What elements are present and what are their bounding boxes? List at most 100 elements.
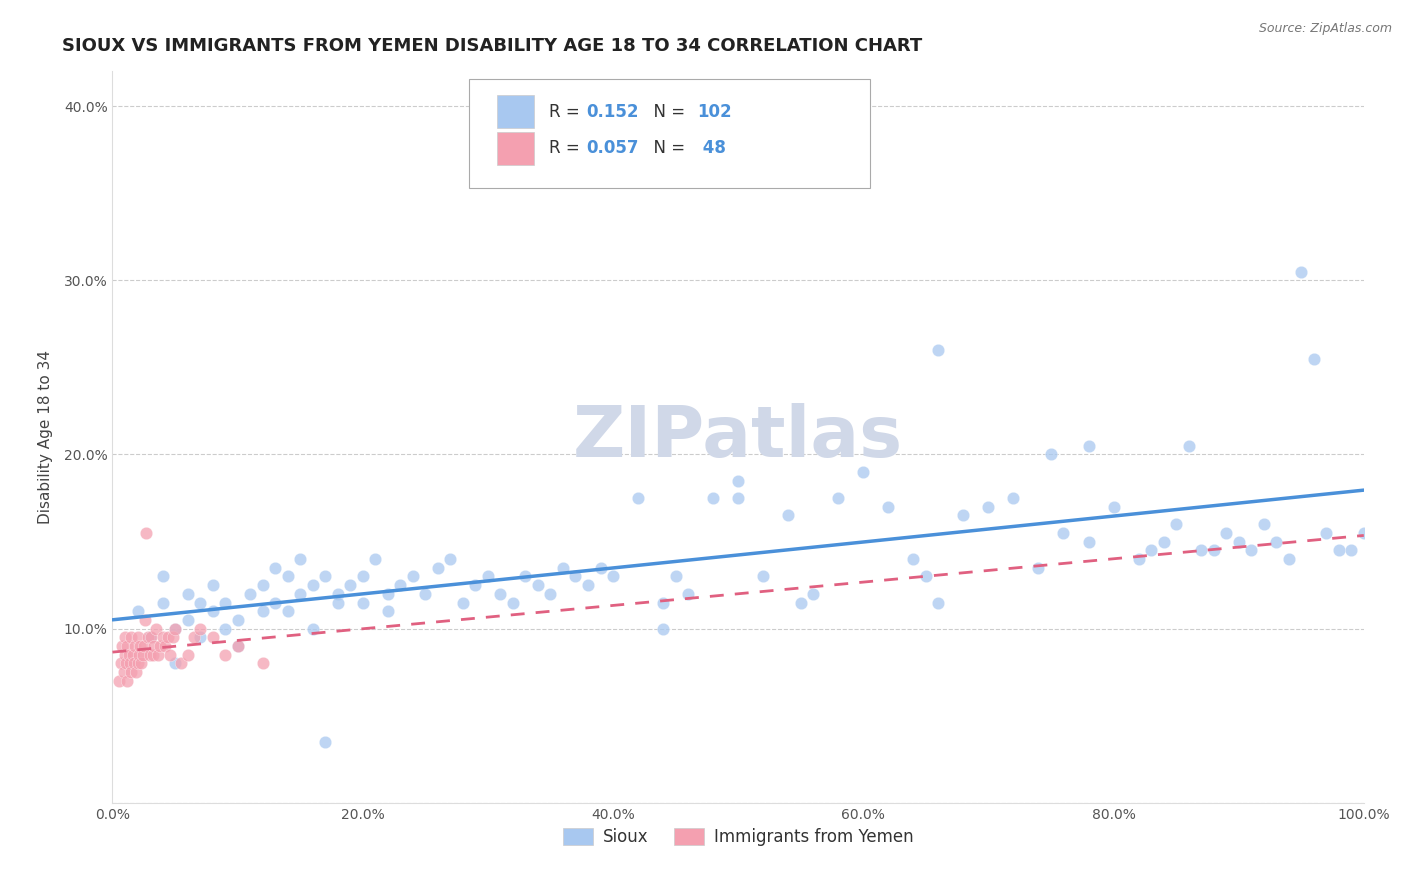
Point xyxy=(226,639,249,653)
Point xyxy=(977,500,1000,514)
Point xyxy=(121,648,143,662)
Point xyxy=(1202,543,1225,558)
Point xyxy=(117,673,139,688)
Text: N =: N = xyxy=(643,103,690,120)
Point xyxy=(163,622,186,636)
Point xyxy=(801,587,824,601)
Point xyxy=(727,474,749,488)
Point xyxy=(1189,543,1212,558)
Point xyxy=(124,639,146,653)
Point xyxy=(402,569,425,583)
Text: 48: 48 xyxy=(697,139,725,157)
Point xyxy=(139,648,162,662)
Point xyxy=(1215,525,1237,540)
Point xyxy=(426,560,449,574)
Point xyxy=(127,631,149,645)
Point xyxy=(915,569,938,583)
Point xyxy=(326,595,349,609)
Point xyxy=(301,578,323,592)
Point xyxy=(226,639,249,653)
Text: 0.057: 0.057 xyxy=(586,139,640,157)
Point xyxy=(464,578,486,592)
Point xyxy=(163,622,186,636)
Point xyxy=(339,578,361,592)
Point xyxy=(170,657,193,671)
Point xyxy=(1240,543,1263,558)
Point xyxy=(489,587,512,601)
Point xyxy=(111,639,134,653)
Point xyxy=(389,578,412,592)
Point xyxy=(1177,439,1199,453)
Point xyxy=(135,525,157,540)
Point xyxy=(129,657,152,671)
Point xyxy=(201,631,224,645)
Point xyxy=(277,569,299,583)
Point xyxy=(176,587,198,601)
Point xyxy=(377,604,399,618)
Point xyxy=(827,491,849,505)
Point xyxy=(127,657,149,671)
Point xyxy=(502,595,524,609)
Point xyxy=(702,491,724,505)
Point xyxy=(214,622,236,636)
Point xyxy=(188,622,211,636)
Point xyxy=(413,587,436,601)
Point xyxy=(107,673,129,688)
Point xyxy=(1164,517,1187,532)
Point xyxy=(352,595,374,609)
Point xyxy=(226,613,249,627)
Point xyxy=(1077,534,1099,549)
Point xyxy=(1253,517,1275,532)
Point xyxy=(176,613,198,627)
Point xyxy=(790,595,813,609)
Point xyxy=(564,569,586,583)
Point xyxy=(176,648,198,662)
Point xyxy=(1128,552,1150,566)
Point xyxy=(927,595,949,609)
Point xyxy=(439,552,461,566)
FancyBboxPatch shape xyxy=(496,95,534,128)
Point xyxy=(141,648,163,662)
Point xyxy=(114,648,136,662)
Point xyxy=(602,569,624,583)
Point xyxy=(122,657,145,671)
Point xyxy=(752,569,775,583)
Point xyxy=(1077,439,1099,453)
Point xyxy=(128,648,150,662)
Point xyxy=(149,639,172,653)
Point xyxy=(136,631,159,645)
Point xyxy=(114,631,136,645)
Text: 102: 102 xyxy=(697,103,731,120)
Point xyxy=(927,343,949,357)
Point xyxy=(290,552,312,566)
Point xyxy=(652,595,675,609)
Point xyxy=(139,631,162,645)
Point xyxy=(1002,491,1025,505)
Point xyxy=(1315,525,1337,540)
Point xyxy=(551,560,574,574)
Point xyxy=(264,560,287,574)
Point xyxy=(152,569,174,583)
Point xyxy=(134,613,156,627)
Point xyxy=(162,631,184,645)
Point xyxy=(1153,534,1175,549)
Point xyxy=(377,587,399,601)
Point xyxy=(852,465,875,479)
Point xyxy=(877,500,900,514)
Point xyxy=(118,648,141,662)
Point xyxy=(132,639,155,653)
Point xyxy=(589,560,612,574)
Point xyxy=(290,587,312,601)
Point xyxy=(120,665,142,680)
Point xyxy=(201,578,224,592)
Point xyxy=(352,569,374,583)
Text: SIOUX VS IMMIGRANTS FROM YEMEN DISABILITY AGE 18 TO 34 CORRELATION CHART: SIOUX VS IMMIGRANTS FROM YEMEN DISABILIT… xyxy=(62,37,922,54)
Point xyxy=(146,648,169,662)
Point xyxy=(538,587,561,601)
Point xyxy=(188,631,211,645)
Point xyxy=(277,604,299,618)
Point xyxy=(326,587,349,601)
Point xyxy=(152,631,174,645)
Point xyxy=(1052,525,1074,540)
Point xyxy=(183,631,205,645)
